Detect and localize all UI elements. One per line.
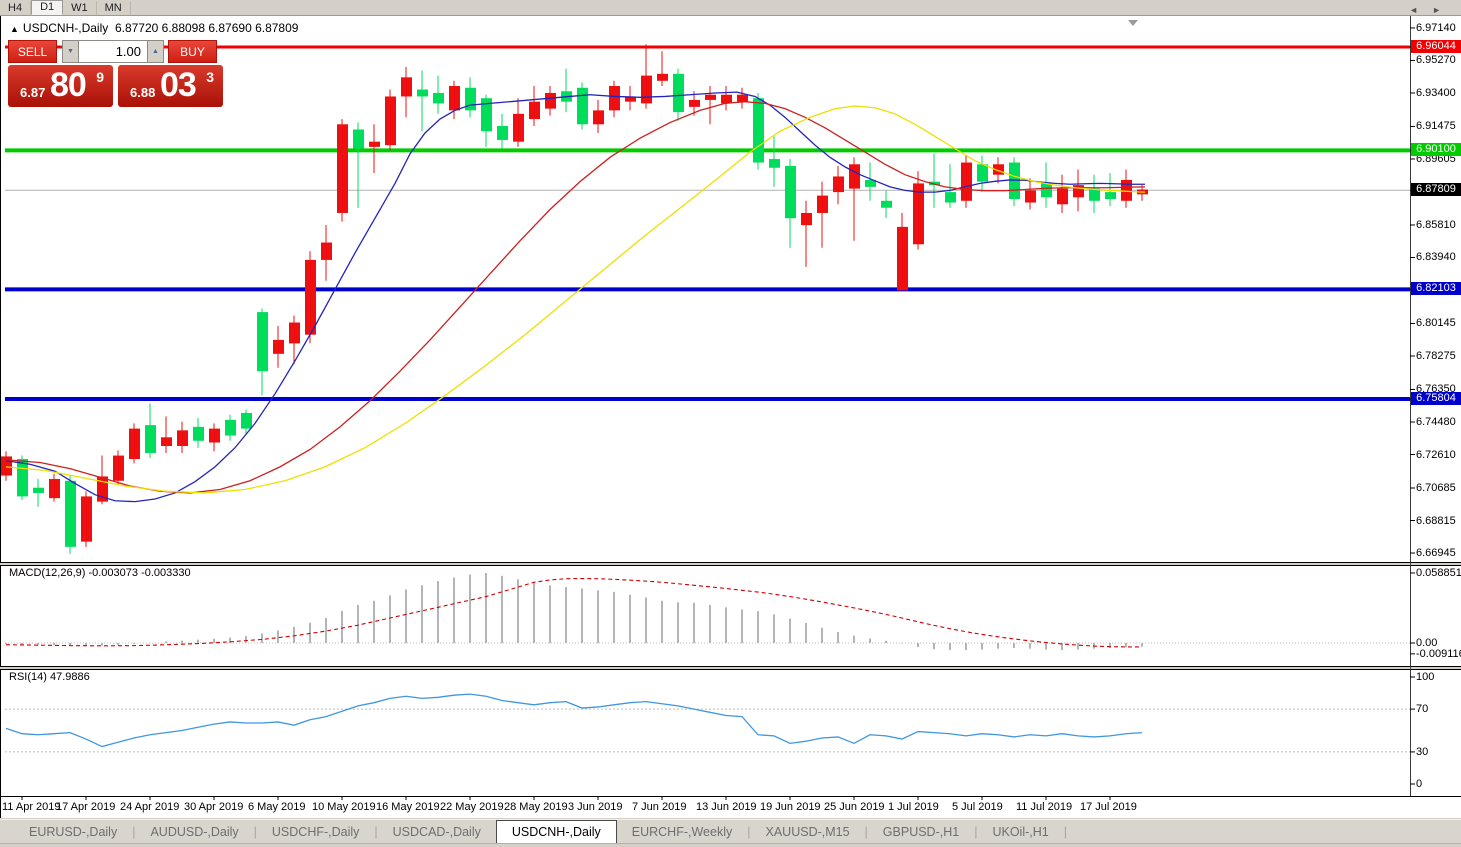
rsi-axis-label: 30 — [1416, 745, 1429, 758]
symbol-tab-usdchf[interactable]: USDCHF-,Daily — [271, 825, 360, 839]
date-axis-label: 16 May 2019 — [376, 801, 440, 813]
timeframe-button-mn[interactable]: MN — [97, 0, 131, 15]
volume-increase-button[interactable]: ▲ — [147, 40, 164, 63]
price-axis-label: 6.72610 — [1416, 448, 1456, 461]
date-axis-label: 11 Jul 2019 — [1016, 801, 1073, 813]
date-axis-label: 5 Jul 2019 — [952, 801, 1003, 813]
price-axis-label: 6.68815 — [1416, 514, 1456, 527]
chart-symbol-label: USDCNH-,Daily — [22, 21, 109, 35]
sell-price-big: 80 — [50, 66, 87, 104]
symbol-tab-eurusd[interactable]: EURUSD-,Daily — [29, 825, 118, 839]
symbol-tab-usdcad[interactable]: USDCAD-,Daily — [392, 825, 481, 839]
window-bottom-edge — [0, 843, 1461, 847]
price-axis-label: 6.66945 — [1416, 547, 1456, 560]
price-axis-label: 6.95270 — [1416, 54, 1456, 67]
date-axis-label: 1 Jul 2019 — [888, 801, 939, 813]
date-axis-label: 25 Jun 2019 — [824, 801, 885, 813]
price-level-badge: 6.90100 — [1411, 143, 1461, 157]
one-click-trading-panel: SELL ▼ ▲ BUY 6.87 80 9 6.88 03 3 — [8, 40, 228, 107]
date-axis-label: 22 May 2019 — [440, 801, 504, 813]
tab-scroll-left-icon[interactable]: ◄ — [1409, 5, 1433, 15]
buy-price-panel[interactable]: 6.88 03 3 — [118, 65, 223, 107]
rsi-panel-separator[interactable] — [0, 666, 1461, 670]
symbol-tab-usdcnh[interactable]: USDCNH-,Daily — [495, 819, 617, 844]
tab-separator: | — [253, 825, 257, 839]
price-level-badge: 6.96044 — [1411, 40, 1461, 53]
buy-price-big: 03 — [160, 66, 197, 104]
rsi-indicator-label: RSI(14) 47.9886 — [9, 671, 90, 683]
tab-separator: | — [974, 825, 978, 839]
tab-separator: | — [864, 825, 868, 839]
symbol-tab-bar: EURUSD-,Daily | AUDUSD-,Daily | USDCHF-,Dail… — [0, 819, 1461, 844]
tab-separator: | — [747, 825, 751, 839]
price-axis-label: 6.91475 — [1416, 120, 1456, 133]
timeframe-button-d1[interactable]: D1 — [31, 0, 64, 15]
date-axis-label: 19 Jun 2019 — [760, 801, 821, 813]
symbol-tab-audusd[interactable]: AUDUSD-,Daily — [150, 825, 239, 839]
price-axis-label: 6.93400 — [1416, 86, 1456, 99]
tab-separator: | — [374, 825, 378, 839]
tab-separator: | — [1063, 825, 1067, 839]
chart-title: ▲ USDCNH-,Daily 6.87720 6.88098 6.87690 6… — [10, 21, 298, 35]
date-axis-label: 11 Apr 2019 — [2, 801, 61, 813]
timeframe-button-h4[interactable]: H4 — [0, 0, 32, 15]
tab-scroll-buttons: ◄► — [1409, 5, 1455, 15]
symbol-tab-ukoil[interactable]: UKOil-,H1 — [992, 825, 1049, 839]
date-axis-label: 28 May 2019 — [504, 801, 568, 813]
price-axis-label: 6.80145 — [1416, 317, 1456, 330]
sell-price-panel[interactable]: 6.87 80 9 — [8, 65, 113, 107]
price-level-badge: 6.82103 — [1411, 282, 1461, 296]
date-axis-border — [0, 796, 1461, 797]
date-axis-label: 24 Apr 2019 — [120, 801, 180, 813]
price-axis-label: 6.83940 — [1416, 251, 1456, 264]
macd-axis-label: -0.009116 — [1416, 647, 1461, 660]
macd-panel-separator[interactable] — [0, 562, 1461, 566]
date-axis-label: 17 Jul 2019 — [1080, 801, 1137, 813]
chart-window — [0, 16, 1461, 818]
volume-decrease-button[interactable]: ▼ — [62, 40, 79, 63]
date-axis-label: 3 Jun 2019 — [568, 801, 623, 813]
macd-indicator-label: MACD(12,26,9) -0.003073 -0.003330 — [9, 567, 191, 579]
symbol-tab-eurchf[interactable]: EURCHF-,Weekly — [631, 825, 733, 839]
buy-button[interactable]: BUY — [168, 40, 217, 63]
symbol-tab-gbpusd[interactable]: GBPUSD-,H1 — [882, 825, 960, 839]
price-level-badge: 6.75804 — [1411, 391, 1461, 405]
date-axis-label: 10 May 2019 — [312, 801, 376, 813]
timeframe-toolbar: H4 D1 W1 MN — [0, 0, 1461, 16]
tab-separator: | — [132, 825, 136, 839]
timeframe-button-w1[interactable]: W1 — [63, 0, 97, 15]
rsi-axis-label: 0 — [1416, 778, 1423, 790]
price-axis-label: 6.78275 — [1416, 350, 1456, 362]
tab-scroll-right-icon[interactable]: ► — [1432, 5, 1455, 15]
volume-input[interactable] — [79, 40, 147, 63]
date-axis-label: 13 Jun 2019 — [696, 801, 757, 813]
date-axis-label: 17 Apr 2019 — [56, 801, 116, 813]
sell-button[interactable]: SELL — [8, 40, 57, 63]
buy-price-sup: 3 — [206, 69, 214, 85]
price-axis-border — [1410, 16, 1411, 796]
one-click-collapse-icon[interactable]: ▲ — [10, 24, 19, 34]
date-axis-label: 30 Apr 2019 — [184, 801, 244, 813]
price-axis-label: 6.97140 — [1416, 21, 1456, 34]
rsi-axis-label: 70 — [1416, 703, 1429, 716]
macd-axis-label: 0.00 — [1416, 637, 1438, 649]
rsi-axis-label: 100 — [1416, 671, 1435, 683]
price-axis-label: 6.85810 — [1416, 218, 1456, 231]
symbol-tab-xauusd[interactable]: XAUUSD-,M15 — [765, 825, 850, 839]
price-level-badge: 6.87809 — [1411, 183, 1461, 197]
date-axis-label: 7 Jun 2019 — [632, 801, 687, 813]
price-axis-label: 6.74480 — [1416, 415, 1456, 428]
chart-ohlc-values: 6.87720 6.88098 6.87690 6.87809 — [114, 21, 299, 35]
macd-axis-label: 0.058851 — [1416, 566, 1461, 579]
sell-price-sup: 9 — [96, 69, 104, 85]
buy-price-prefix: 6.88 — [130, 85, 156, 100]
price-axis-label: 6.70685 — [1416, 481, 1456, 494]
sell-price-prefix: 6.87 — [20, 85, 46, 100]
date-axis-label: 6 May 2019 — [248, 801, 306, 813]
